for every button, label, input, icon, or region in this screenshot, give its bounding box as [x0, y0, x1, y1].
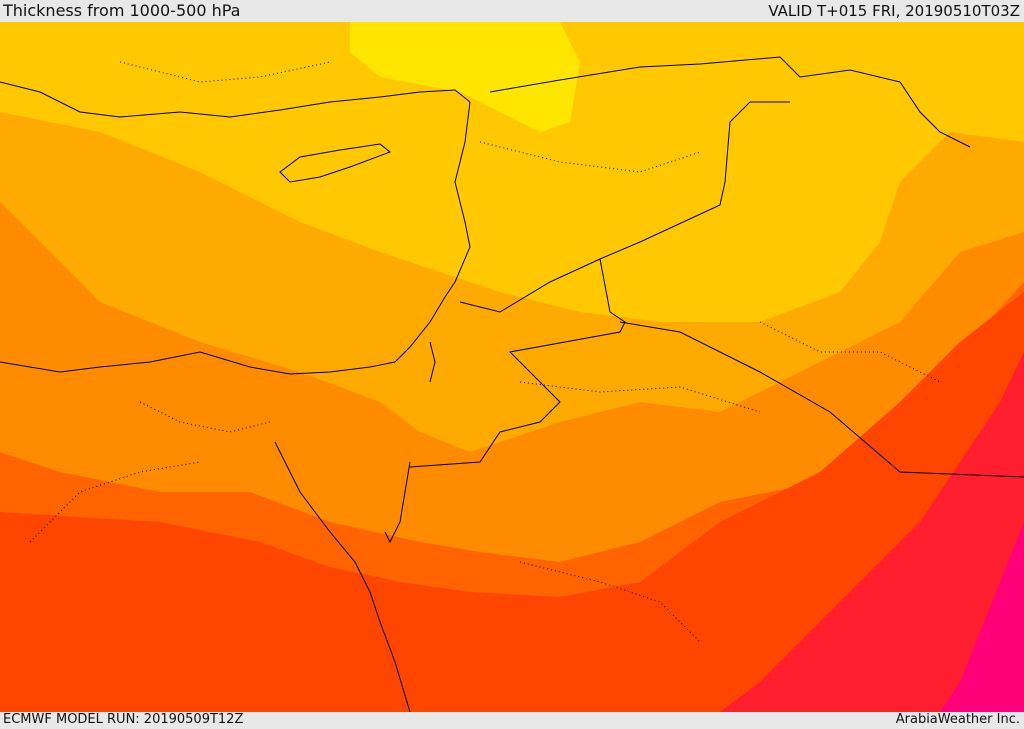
credit: ArabiaWeather Inc. — [895, 712, 1020, 727]
band-8 — [940, 522, 1024, 712]
band-4 — [0, 22, 1024, 322]
band-6 — [0, 292, 1024, 712]
valid-time: VALID T+015 FRI, 20190510T03Z — [768, 2, 1020, 20]
header-bar: Thickness from 1000-500 hPa VALID T+015 … — [0, 0, 1024, 22]
band-5 — [350, 22, 580, 132]
map-title: Thickness from 1000-500 hPa — [3, 1, 241, 20]
internal-boundaries — [29, 61, 941, 643]
thickness-map — [0, 22, 1024, 712]
band-7 — [720, 352, 1024, 712]
borders — [409, 56, 1024, 478]
footer-bar: ECMWF MODEL RUN: 20190509T12Z ArabiaWeat… — [0, 712, 1024, 729]
coastlines — [0, 81, 471, 712]
model-run: ECMWF MODEL RUN: 20190509T12Z — [3, 712, 244, 727]
